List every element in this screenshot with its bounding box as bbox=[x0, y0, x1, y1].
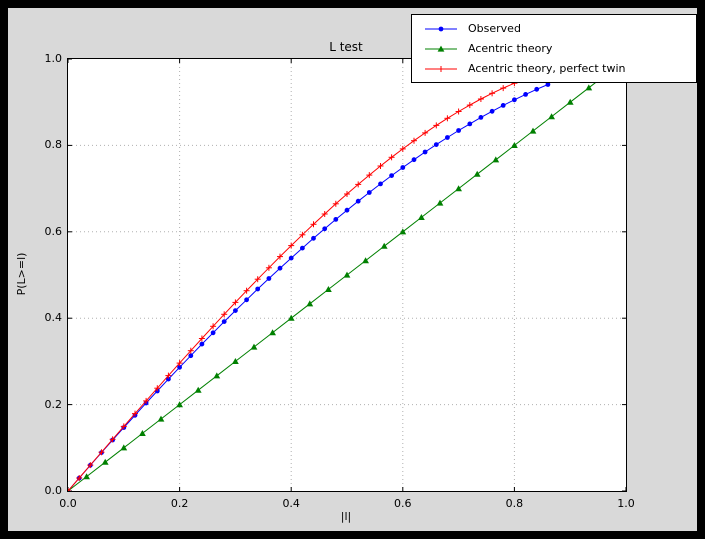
x-tick-label: 1.0 bbox=[617, 497, 635, 510]
x-tick-label: 0.6 bbox=[394, 497, 412, 510]
x-tick-label: 0.8 bbox=[505, 497, 524, 510]
legend-label-acentric-theory: Acentric theory bbox=[468, 42, 553, 55]
y-tick-label: 0.2 bbox=[44, 397, 63, 411]
y-axis-label: P(L>=l) bbox=[15, 252, 28, 296]
legend-entry-acentric-theory: Acentric theory bbox=[423, 40, 685, 57]
y-tick-label: 0.0 bbox=[44, 484, 63, 497]
legend-perfect-twin-line-icon bbox=[425, 65, 457, 72]
legend: Observed Acentric theory Acentric theory… bbox=[411, 14, 697, 83]
x-tick-label: 0.2 bbox=[170, 497, 189, 510]
chart-title: L test bbox=[329, 40, 363, 54]
plot-area bbox=[68, 59, 626, 491]
legend-entry-perfect-twin: Acentric theory, perfect twin bbox=[423, 60, 685, 77]
x-tick-label: 0.4 bbox=[282, 497, 300, 510]
legend-acentric-theory-line-icon bbox=[425, 45, 457, 52]
plot-axes bbox=[67, 58, 627, 492]
y-tick-label: 0.8 bbox=[44, 138, 63, 152]
y-tick-label: 0.4 bbox=[44, 311, 63, 325]
x-tick-label: 0.0 bbox=[59, 497, 77, 510]
legend-entry-observed: Observed bbox=[423, 20, 685, 37]
y-tick-label: 0.6 bbox=[44, 224, 63, 238]
x-axis-label: |l| bbox=[340, 510, 352, 523]
y-tick-label: 1.0 bbox=[44, 52, 63, 65]
legend-observed-line-icon bbox=[425, 26, 457, 31]
legend-label-observed: Observed bbox=[468, 22, 521, 35]
figure-canvas: L test P(L>=l) |l| Observed Acentric the… bbox=[8, 8, 697, 531]
legend-label-perfect-twin: Acentric theory, perfect twin bbox=[468, 62, 626, 75]
